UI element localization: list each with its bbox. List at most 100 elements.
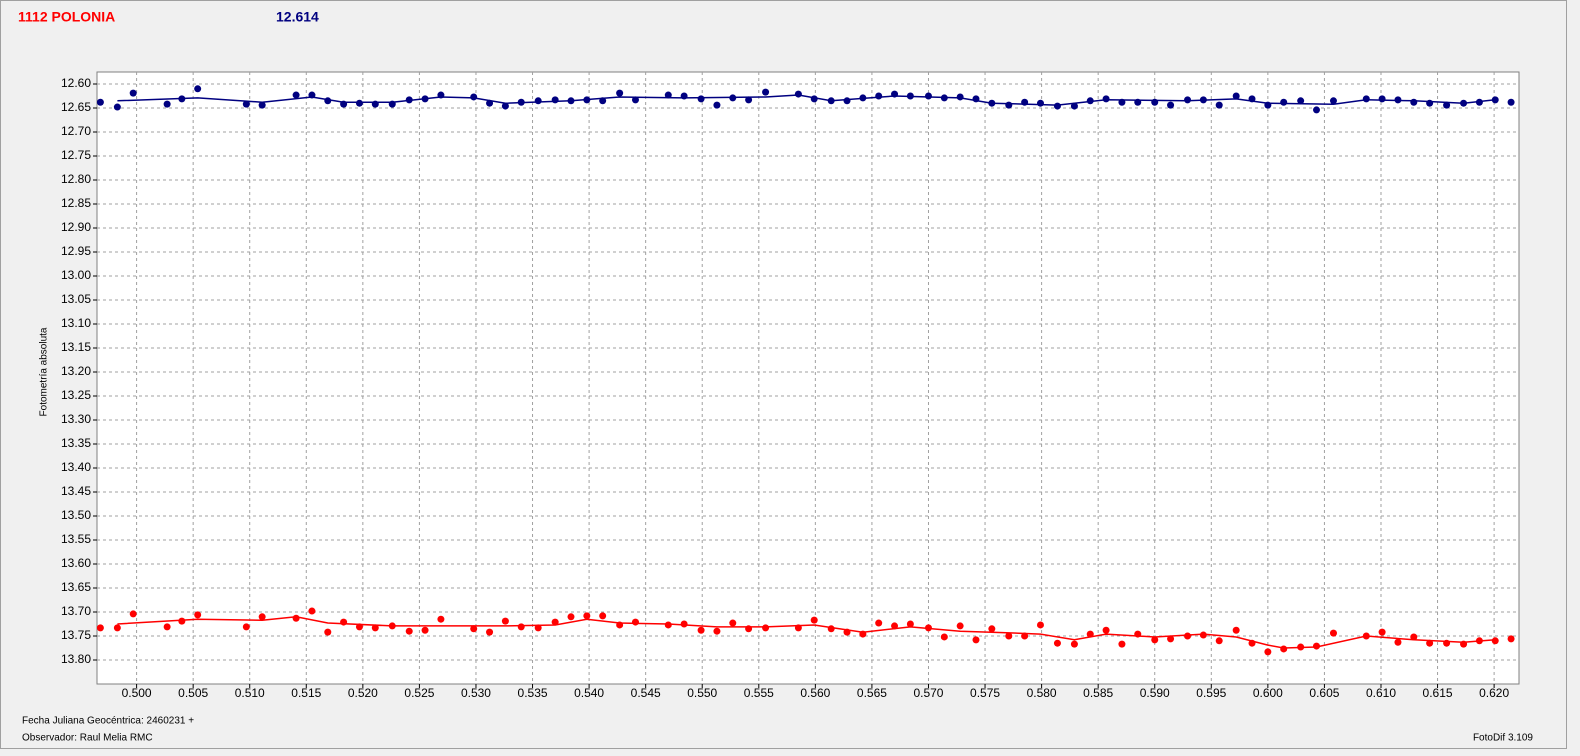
observer: Observador: Raul Melia RMC	[22, 733, 153, 744]
y-tick-label: 13.45	[61, 484, 91, 498]
x-tick-label: 0.570	[913, 686, 943, 700]
data-point	[129, 89, 137, 97]
data-point	[258, 613, 266, 621]
data-point	[1507, 98, 1515, 106]
y-tick-label: 13.20	[61, 364, 91, 378]
x-tick-label: 0.595	[1196, 686, 1226, 700]
data-point	[437, 91, 445, 99]
data-point	[1199, 631, 1207, 639]
data-point	[355, 99, 363, 107]
data-point	[762, 624, 770, 632]
data-point	[1151, 98, 1159, 106]
data-point	[1443, 639, 1451, 647]
data-point	[551, 96, 559, 104]
y-tick-label: 12.60	[61, 76, 91, 90]
data-point	[1297, 97, 1305, 105]
data-point	[113, 103, 121, 111]
data-point	[1394, 96, 1402, 104]
data-point	[972, 636, 980, 644]
x-tick-label: 0.590	[1140, 686, 1170, 700]
data-point	[859, 630, 867, 638]
data-point	[96, 624, 104, 632]
data-point	[616, 621, 624, 629]
data-point	[616, 89, 624, 97]
data-point	[794, 90, 802, 98]
y-tick-label: 13.65	[61, 580, 91, 594]
data-point	[517, 98, 525, 106]
data-point	[1215, 637, 1223, 645]
data-point	[875, 92, 883, 100]
data-point	[242, 623, 250, 631]
data-point	[1070, 102, 1078, 110]
data-point	[697, 626, 705, 634]
y-tick-label: 13.70	[61, 604, 91, 618]
data-point	[1167, 635, 1175, 643]
data-point	[631, 618, 639, 626]
y-tick-label: 12.95	[61, 244, 91, 258]
data-point	[324, 628, 332, 636]
data-point	[583, 96, 591, 104]
x-tick-label: 0.545	[631, 686, 661, 700]
x-tick-label: 0.500	[122, 686, 152, 700]
data-point	[1021, 632, 1029, 640]
data-point	[1053, 102, 1061, 110]
data-point	[1118, 640, 1126, 648]
data-point	[680, 620, 688, 628]
data-point	[470, 93, 478, 101]
data-point	[1297, 643, 1305, 651]
data-point	[1329, 629, 1337, 637]
data-point	[1394, 638, 1402, 646]
data-point	[194, 85, 202, 93]
data-point	[1086, 97, 1094, 105]
x-tick-label: 0.575	[970, 686, 1000, 700]
software: FotoDif 3.109	[1473, 733, 1533, 744]
data-point	[940, 633, 948, 641]
data-point	[178, 617, 186, 625]
data-point	[421, 626, 429, 634]
data-point	[163, 623, 171, 631]
data-point	[1280, 98, 1288, 106]
data-point	[956, 622, 964, 630]
data-point	[1264, 648, 1272, 656]
x-tick-label: 0.620	[1479, 686, 1509, 700]
data-point	[924, 624, 932, 632]
x-tick-label: 0.535	[518, 686, 548, 700]
data-point	[827, 97, 835, 105]
data-point	[1184, 632, 1192, 640]
data-point	[1021, 98, 1029, 106]
data-point	[1491, 96, 1499, 104]
data-point	[340, 618, 348, 626]
data-point	[470, 625, 478, 633]
y-tick-label: 13.35	[61, 436, 91, 450]
data-point	[827, 625, 835, 633]
y-tick-label: 13.00	[61, 268, 91, 282]
data-point	[292, 91, 300, 99]
data-point	[355, 623, 363, 631]
x-tick-label: 0.505	[178, 686, 208, 700]
x-tick-label: 0.600	[1253, 686, 1283, 700]
data-point	[1491, 637, 1499, 645]
data-point	[1070, 640, 1078, 648]
data-point	[631, 96, 639, 104]
data-point	[1036, 99, 1044, 107]
data-point	[794, 624, 802, 632]
y-tick-label: 12.65	[61, 100, 91, 114]
data-point	[534, 97, 542, 105]
data-point	[194, 611, 202, 619]
data-point	[1199, 96, 1207, 104]
x-tick-label: 0.580	[1027, 686, 1057, 700]
data-point	[178, 95, 186, 103]
data-point	[1134, 98, 1142, 106]
data-point	[713, 101, 721, 109]
data-point	[324, 97, 332, 105]
x-axis-note: Fecha Juliana Geocéntrica: 2460231 +	[22, 716, 194, 727]
x-tick-label: 0.605	[1309, 686, 1339, 700]
data-point	[437, 615, 445, 623]
data-point	[113, 624, 121, 632]
data-point	[1248, 95, 1256, 103]
data-point	[371, 624, 379, 632]
data-point	[501, 617, 509, 625]
data-point	[875, 619, 883, 627]
